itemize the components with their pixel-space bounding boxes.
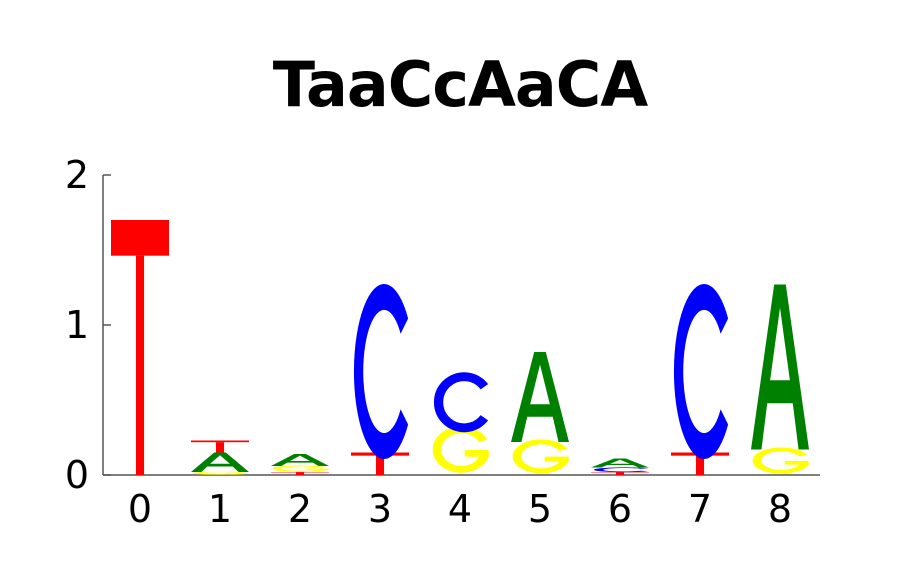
logo-letter-g (192, 471, 249, 475)
x-tick-label: 6 (608, 487, 632, 531)
logo-letter-t (591, 472, 649, 475)
y-tick-labels: 0 1 2 (65, 153, 111, 497)
x-tick-labels: 0 1 2 3 4 5 6 7 8 (128, 487, 792, 531)
logo-letter-g (272, 465, 329, 472)
y-tick-label: 0 (65, 453, 89, 497)
x-tick-label: 5 (528, 487, 552, 531)
logo-letter-c (594, 467, 649, 473)
logo-letter-a (511, 352, 569, 442)
logo-letters (111, 220, 809, 475)
x-tick-label: 7 (688, 487, 712, 531)
x-tick-label: 8 (768, 487, 792, 531)
logo-letter-a (191, 452, 249, 472)
x-tick-label: 0 (128, 487, 152, 531)
x-tick-label: 1 (208, 487, 232, 531)
logo-letter-g (432, 426, 489, 473)
x-tick-label: 2 (288, 487, 312, 531)
logo-letter-a (271, 454, 329, 466)
logo-letter-c (673, 284, 729, 459)
logo-letter-a (591, 458, 649, 468)
logo-letter-t (191, 440, 249, 453)
y-tick-label: 2 (65, 153, 89, 197)
logo-letter-t (111, 220, 169, 475)
logo-letter-a (751, 284, 809, 450)
chart-title: TaaCcAaCA (272, 48, 649, 121)
logo-letter-g (752, 447, 809, 474)
logo-letter-t (271, 472, 329, 475)
logo-letter-c (434, 372, 489, 433)
logo-letter-c (353, 284, 409, 459)
y-tick-label: 1 (65, 303, 89, 347)
logo-letter-g (512, 439, 569, 474)
x-tick-label: 4 (448, 487, 472, 531)
x-tick-label: 3 (368, 487, 392, 531)
